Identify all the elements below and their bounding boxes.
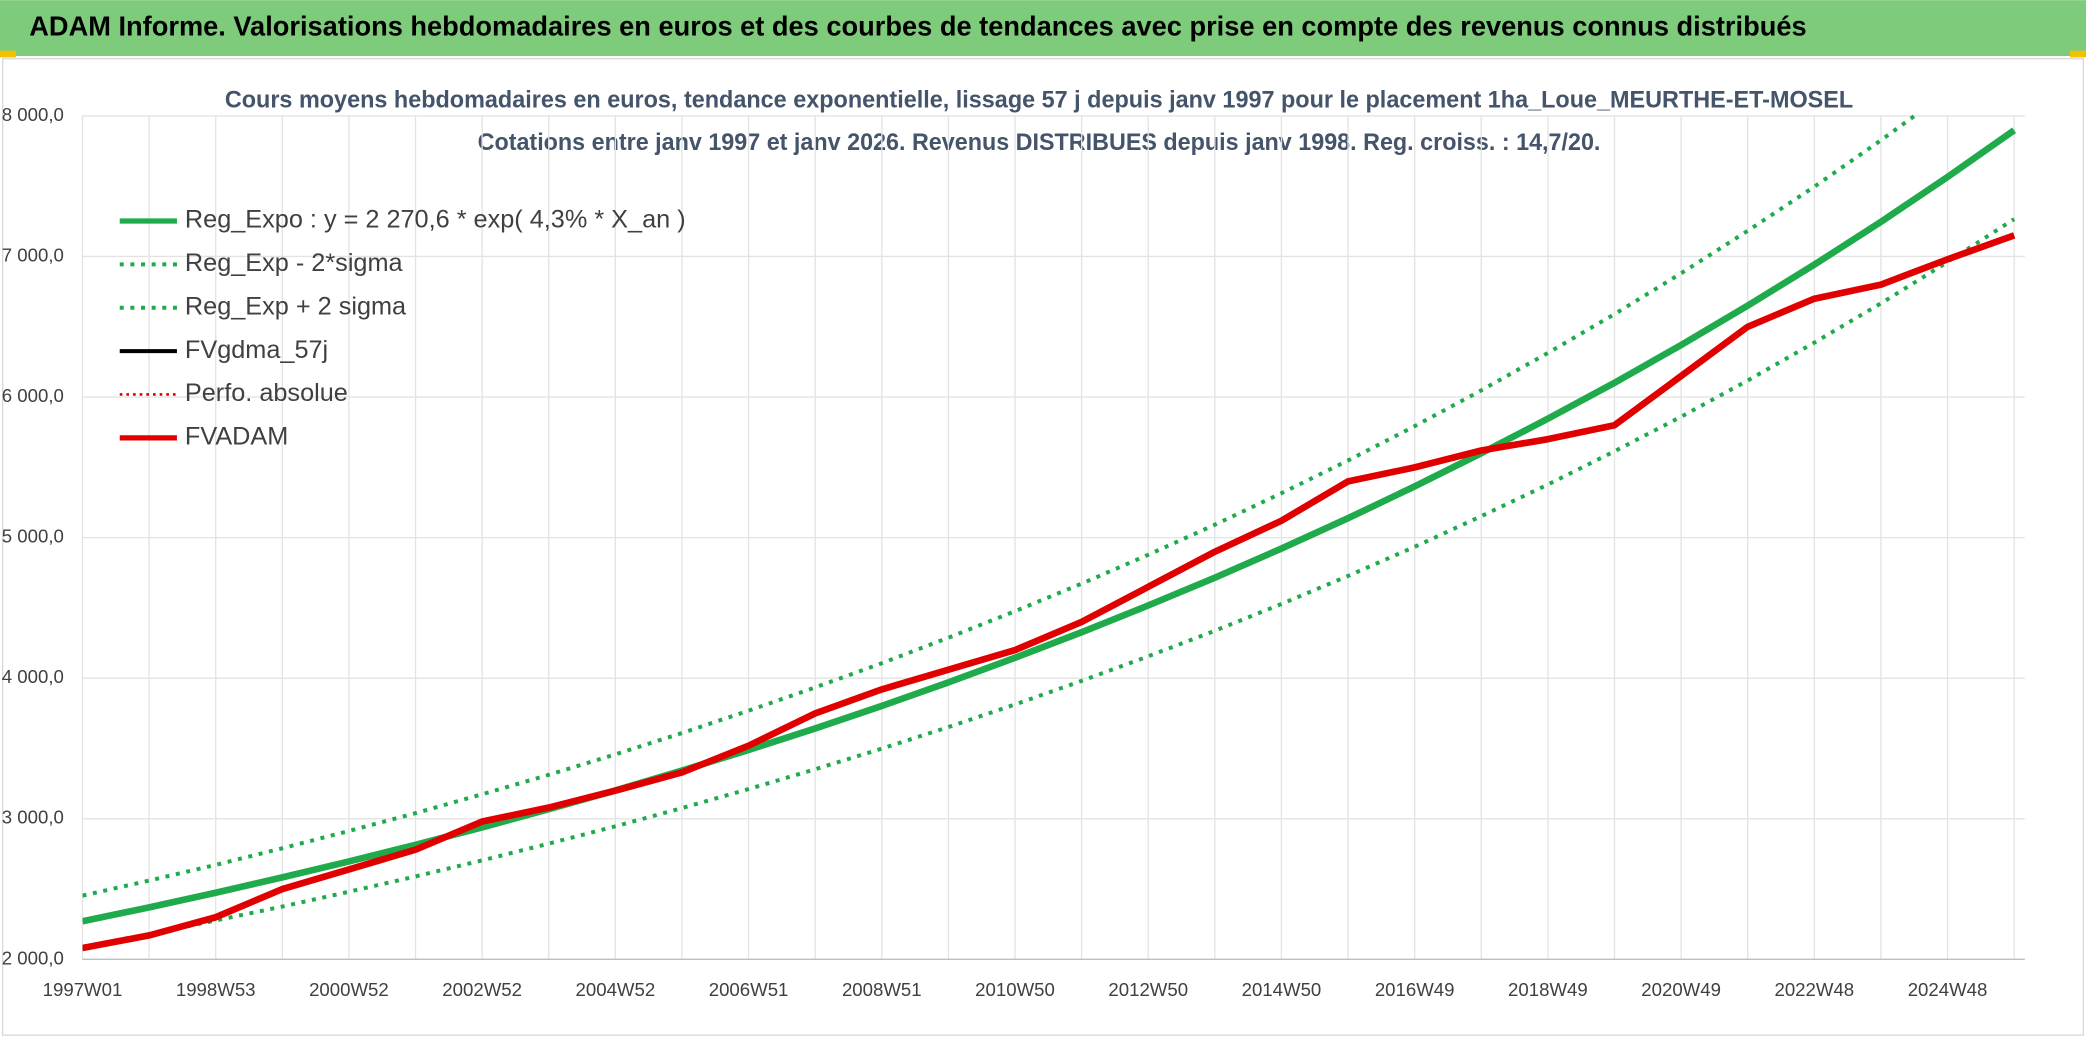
legend: Reg_Expo : y = 2 270,6 * exp( 4,3% * X_a… <box>119 206 686 451</box>
x-tick-label: 2018W49 <box>1508 979 1588 1000</box>
x-tick-label: 2008W51 <box>842 979 922 1000</box>
y-tick-label: 4 000,0 <box>2 666 64 687</box>
x-tick-label: 2000W52 <box>309 979 389 1000</box>
series-line <box>82 127 2017 925</box>
series-line <box>82 217 2016 949</box>
y-tick-label: 2 000,0 <box>2 947 64 968</box>
legend-label: FVADAM <box>185 423 288 451</box>
chart-frame <box>1 58 2085 1036</box>
header-title: ADAM Informe. Valorisations hebdomadaire… <box>29 10 1806 41</box>
legend-label: Reg_Exp - 2*sigma <box>185 249 404 277</box>
x-tick-label: 2002W52 <box>442 979 522 1000</box>
legend-label: FVgdma_57j <box>185 336 328 364</box>
x-tick-label: 2012W50 <box>1108 979 1188 1000</box>
legend-label: Reg_Exp + 2 sigma <box>185 292 407 320</box>
chart-subtitle: Cotations entre janv 1997 et janv 2026. … <box>478 129 1601 156</box>
y-tick-label: 7 000,0 <box>2 244 64 265</box>
chart-title: Cours moyens hebdomadaires en euros, ten… <box>225 87 1853 114</box>
plot-lines <box>82 114 2017 952</box>
legend-label: Perfo. absolue <box>185 379 348 407</box>
grid <box>81 115 2025 961</box>
corner-accent <box>2070 50 2086 58</box>
x-tick-label: 1997W01 <box>43 979 123 1000</box>
y-tick-label: 5 000,0 <box>2 526 64 547</box>
x-tick-label: 2004W52 <box>576 979 656 1000</box>
x-tick-label: 2010W50 <box>975 979 1055 1000</box>
x-tick-label: 2020W49 <box>1641 979 1721 1000</box>
axis-labels: 2 000,0 3 000,0 4 000,0 5 000,0 6 000,0 7 000… <box>2 104 1988 1000</box>
legend-label: Reg_Expo : y = 2 270,6 * exp( 4,3% * X_a… <box>185 206 686 234</box>
series-line <box>82 232 2016 952</box>
x-tick-label: 2014W50 <box>1242 979 1322 1000</box>
series-line <box>82 114 1920 898</box>
y-tick-label: 6 000,0 <box>2 385 64 406</box>
corner-accent <box>0 50 16 58</box>
x-tick-label: 1998W53 <box>176 979 256 1000</box>
x-tick-label: 2022W48 <box>1774 979 1854 1000</box>
x-tick-label: 2024W48 <box>1908 979 1988 1000</box>
y-tick-label: 8 000,0 <box>2 104 64 125</box>
y-tick-label: 3 000,0 <box>2 807 64 828</box>
x-tick-label: 2006W51 <box>709 979 789 1000</box>
header-bar <box>0 0 2086 57</box>
x-tick-label: 2016W49 <box>1375 979 1455 1000</box>
